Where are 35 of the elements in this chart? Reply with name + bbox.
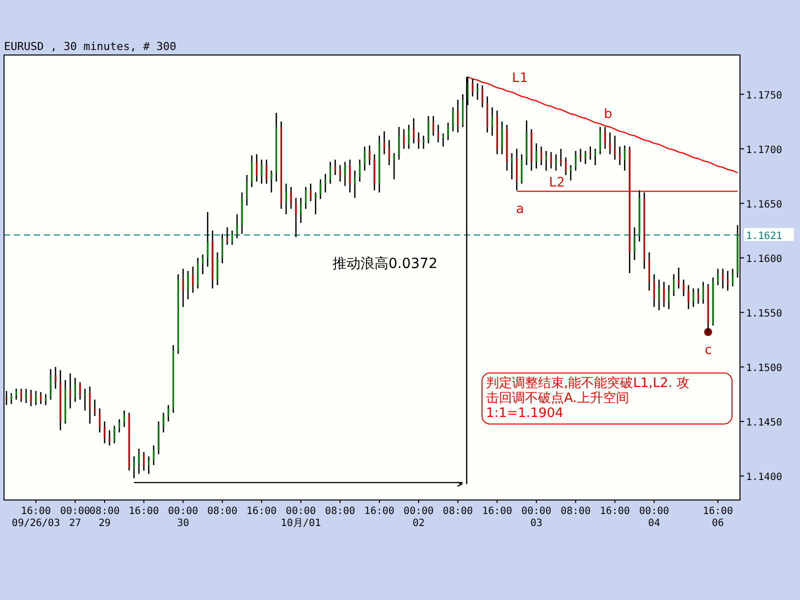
x-tick-label: 00:00 10月/01 xyxy=(280,506,321,529)
annotation: a xyxy=(516,202,524,217)
y-tick-label: 1.1650 xyxy=(746,199,782,210)
x-tick-label: 00:00 02 xyxy=(404,506,434,529)
y-tick-label: 1.1550 xyxy=(746,308,782,320)
x-tick-label: 00:00 04 xyxy=(639,506,670,529)
x-tick-label: 08:00 xyxy=(442,506,473,517)
x-tick-label: 16:00 xyxy=(482,506,512,517)
series-label: L1 xyxy=(512,70,528,86)
annotation: b xyxy=(604,107,612,122)
x-tick-label: 08:00 xyxy=(560,506,591,517)
annotation: 推动浪高0.0372 xyxy=(332,256,438,272)
chart-title: EURUSD , 30 minutes, # 300 xyxy=(4,40,176,53)
x-tick-label: 16:00 06 xyxy=(702,506,733,529)
x-tick-label: 00:00 27 xyxy=(60,506,90,529)
x-tick-label: 08:00 xyxy=(325,506,356,517)
x-tick-label: 16:00 xyxy=(364,506,394,517)
x-tick-label: 00:00 03 xyxy=(521,506,552,529)
x-tick-label: 16:00 xyxy=(128,506,159,517)
y-tick-label: 1.1750 xyxy=(746,90,782,102)
x-tick-label: 00:00 30 xyxy=(168,506,198,529)
y-tick-label: 1.1450 xyxy=(746,417,782,428)
y-tick-label: 1.1400 xyxy=(746,472,782,484)
annotation: 判定调整结束,能不能突破L1,L2. 攻击回调不破点A.上升空间 1:1=1.1904 xyxy=(486,376,690,421)
series-label: c xyxy=(704,343,712,358)
ref-line-label: 1.1621 xyxy=(746,230,782,242)
x-tick-label: 08:00 xyxy=(207,506,238,517)
y-tick-label: 1.1700 xyxy=(746,144,782,156)
x-tick-label: 16:00 xyxy=(246,506,277,517)
y-tick-label: 1.1500 xyxy=(746,362,782,374)
x-tick-label: 08:00 29 xyxy=(90,506,120,529)
x-tick-label: 16:00 09/26/03 xyxy=(12,506,60,529)
series-label: L2 xyxy=(548,175,565,190)
x-tick-label: 16:00 xyxy=(600,506,630,517)
y-tick-label: 1.1600 xyxy=(746,254,782,265)
